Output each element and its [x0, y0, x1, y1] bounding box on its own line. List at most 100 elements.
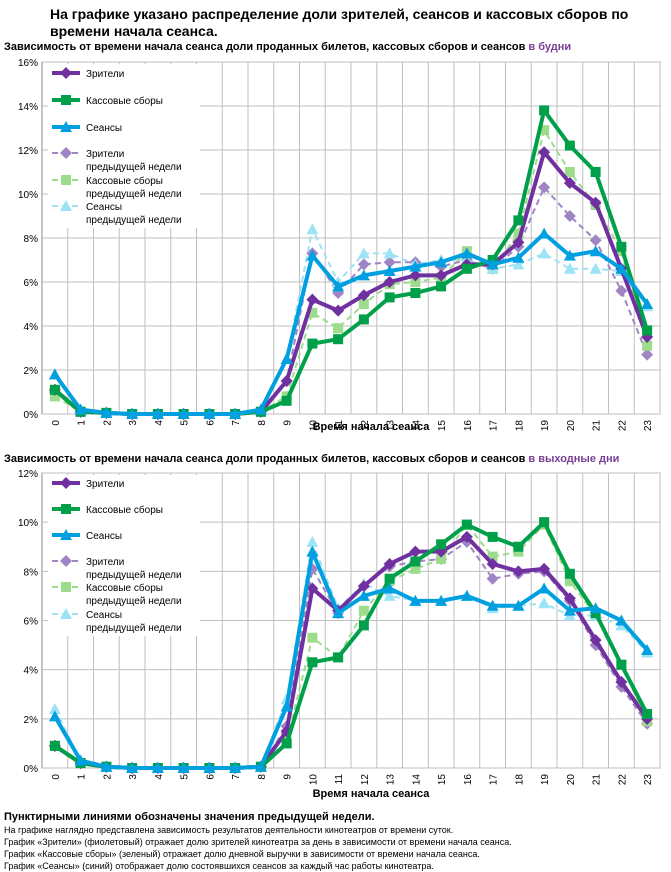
data-point [383, 582, 396, 594]
data-point [589, 245, 602, 257]
data-point [563, 177, 576, 189]
data-point [460, 589, 473, 601]
data-point [280, 375, 293, 387]
data-point [358, 299, 369, 309]
data-point [409, 545, 422, 558]
data-point [357, 247, 370, 259]
data-point [512, 565, 525, 578]
y-tick-label: 4% [24, 322, 39, 333]
data-point [539, 517, 550, 528]
data-point [616, 659, 627, 670]
legend-marker [61, 175, 71, 185]
data-point [410, 288, 421, 298]
notes-line: График «Кассовые сборы» (зеленый) отража… [4, 849, 480, 859]
data-point [358, 605, 369, 616]
data-point [564, 576, 575, 587]
data-point [409, 269, 422, 282]
data-point [49, 391, 60, 402]
data-point [538, 582, 551, 594]
x-tick-label: 1 [77, 420, 88, 426]
data-point [48, 703, 61, 714]
data-point [486, 599, 499, 611]
legend-marker [60, 477, 72, 489]
data-point [589, 262, 602, 274]
legend-label: Кассовые сборы предыдущей недели [86, 175, 182, 200]
data-point [538, 227, 551, 239]
notes-line: На графике наглядно представлена зависим… [4, 825, 454, 835]
data-point [563, 210, 576, 222]
x-tick-label: 5 [180, 774, 191, 780]
data-point [306, 535, 319, 547]
x-tick-label: 11 [334, 420, 345, 431]
data-point [410, 556, 421, 567]
data-point [641, 644, 654, 655]
x-tick-label: 4 [154, 774, 165, 780]
y-tick-label: 0% [24, 410, 39, 421]
x-tick-label: 8 [257, 420, 268, 426]
legend-label: Зрители [86, 69, 124, 80]
data-point [486, 572, 499, 585]
data-point [280, 353, 293, 364]
data-point [357, 258, 370, 271]
data-point [307, 307, 318, 318]
data-point [487, 531, 498, 542]
legend-label-line: предыдущей недели [86, 162, 182, 173]
x-tick-label: 15 [437, 774, 448, 786]
y-tick-label: 14% [18, 102, 38, 113]
data-point [642, 340, 653, 351]
data-point [126, 408, 139, 419]
data-point [281, 738, 292, 749]
data-point [615, 614, 628, 626]
x-tick-label: 1 [77, 774, 88, 780]
data-point [589, 234, 602, 247]
data-point [203, 408, 216, 419]
legend-marker [61, 582, 71, 592]
y-tick-label: 2% [24, 366, 39, 377]
data-point [486, 557, 499, 570]
data-point [281, 395, 292, 406]
y-tick-label: 8% [24, 234, 39, 245]
data-point [357, 289, 370, 302]
legend-label: Сеансы [86, 531, 122, 542]
data-point [563, 604, 576, 616]
data-point [306, 223, 319, 235]
x-tick-label: 7 [231, 420, 242, 426]
main-title: На графике указано распределение доли зр… [50, 6, 629, 39]
x-tick-label: 5 [180, 420, 191, 426]
y-tick-label: 0% [24, 764, 39, 775]
data-point [538, 247, 551, 259]
x-tick-label: 23 [643, 774, 654, 786]
legend-label: Кассовые сборы предыдущей недели [86, 582, 182, 607]
x-tick-label: 11 [334, 774, 345, 785]
data-point [357, 589, 370, 601]
x-tick-label: 22 [617, 774, 628, 786]
notes-line: График «Сеансы» (синий) отображает долю … [4, 861, 434, 871]
x-tick-label: 18 [514, 420, 525, 432]
x-tick-label: 20 [566, 774, 577, 786]
chart-weekends: 0%2%4%6%8%10%12%0 1 2 3 4 5 6 7 8 9 10 11 12 13 14 15 16… [18, 469, 661, 800]
data-point [306, 249, 319, 261]
x-tick-label: 4 [154, 420, 165, 426]
x-axis-label: Время начала сеанса [313, 421, 431, 433]
data-point [563, 262, 576, 274]
data-point [436, 281, 447, 292]
data-point [564, 167, 575, 177]
data-point [590, 167, 601, 177]
legend-label-line: Кассовые сборы [86, 175, 163, 187]
data-point [383, 247, 396, 259]
x-tick-label: 22 [617, 420, 628, 432]
legend-marker [61, 95, 71, 105]
x-tick-label: 14 [411, 420, 422, 432]
x-tick-label: 3 [128, 774, 139, 780]
data-point [538, 562, 551, 575]
data-point [513, 228, 524, 239]
notes-lead: Пунктирными линиями обозначены значения … [4, 811, 375, 823]
data-point [383, 265, 396, 276]
y-tick-label: 16% [18, 58, 38, 69]
data-point [306, 582, 319, 595]
data-point [642, 325, 653, 336]
data-point [307, 657, 318, 668]
x-tick-label: 6 [205, 420, 216, 426]
data-point [100, 406, 113, 418]
data-point [538, 181, 551, 194]
